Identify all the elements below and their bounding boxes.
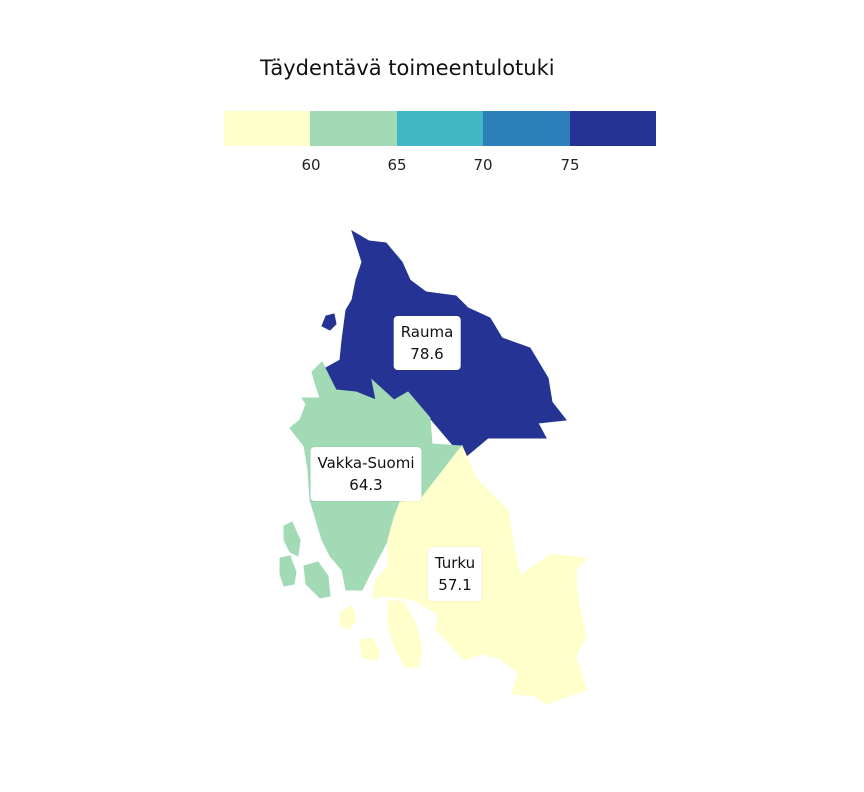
legend-swatch-1 xyxy=(224,111,311,146)
region-value-rauma: 78.6 xyxy=(410,345,444,363)
region-label-rauma: Rauma 78.6 xyxy=(393,316,461,370)
region-name-vakka-suomi: Vakka-Suomi xyxy=(317,454,415,472)
region-label-vakka-suomi: Vakka-Suomi 64.3 xyxy=(310,447,422,501)
legend-swatch-2 xyxy=(310,111,397,146)
legend-tick-60: 60 xyxy=(301,156,321,174)
region-value-vakka-suomi: 64.3 xyxy=(349,476,383,494)
region-value-turku: 57.1 xyxy=(438,576,472,594)
legend-swatch-5 xyxy=(569,111,657,146)
legend-swatch-4 xyxy=(483,111,570,146)
color-legend xyxy=(224,111,657,146)
region-name-turku: Turku xyxy=(434,554,476,572)
legend-tick-70: 70 xyxy=(473,156,493,174)
legend-title: Täydentävä toimeentulotuki xyxy=(260,56,555,80)
legend-tick-65: 65 xyxy=(387,156,407,174)
legend-tick-75: 75 xyxy=(560,156,580,174)
region-name-rauma: Rauma xyxy=(400,323,454,341)
legend-swatch-3 xyxy=(396,111,484,146)
region-label-turku: Turku 57.1 xyxy=(427,547,483,601)
